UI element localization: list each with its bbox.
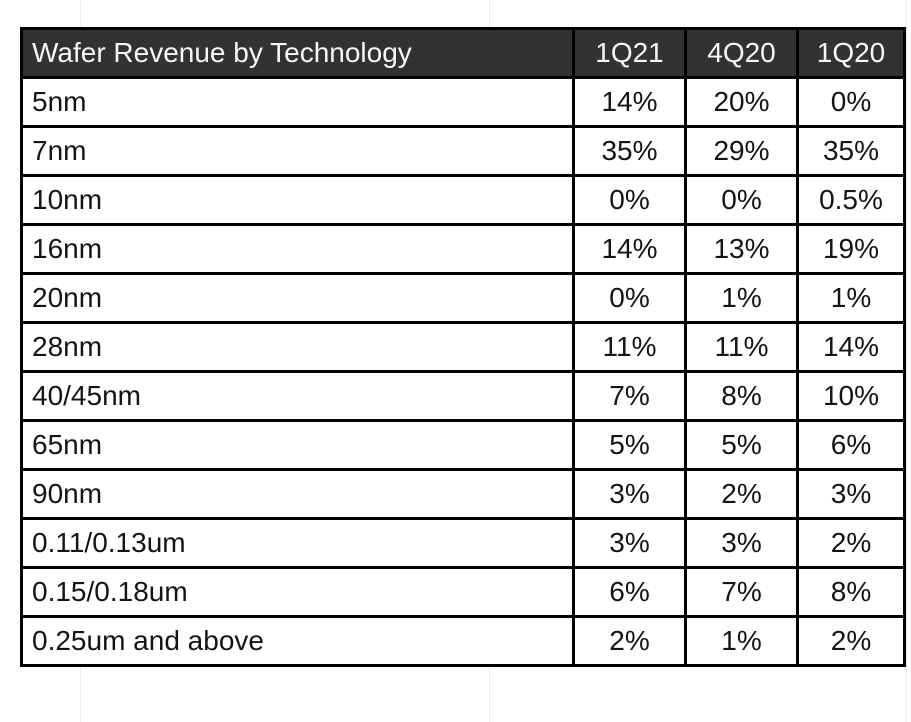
cell-value: 10% [796,370,906,422]
column-header-1q20: 1Q20 [796,27,906,79]
cell-value: 3% [684,517,799,569]
cell-value: 0% [684,174,799,226]
cell-value: 0% [572,174,687,226]
table-row: 28nm 11% 11% 14% [20,321,906,373]
cell-value: 11% [572,321,687,373]
table-row: 20nm 0% 1% 1% [20,272,906,324]
cell-value: 3% [572,468,687,520]
table-header-row: Wafer Revenue by Technology 1Q21 4Q20 1Q… [20,27,906,79]
column-header-1q21: 1Q21 [572,27,687,79]
cell-value: 20% [684,76,799,128]
table-row: 5nm 14% 20% 0% [20,76,906,128]
table-row: 0.15/0.18um 6% 7% 8% [20,566,906,618]
cell-value: 0% [572,272,687,324]
cell-value: 8% [684,370,799,422]
cell-value: 14% [572,223,687,275]
cell-value: 8% [796,566,906,618]
spreadsheet-gridline [906,0,907,722]
cell-value: 0.5% [796,174,906,226]
table-row: 0.11/0.13um 3% 3% 2% [20,517,906,569]
cell-value: 7% [572,370,687,422]
cell-value: 13% [684,223,799,275]
row-label: 28nm [20,321,575,373]
row-label: 0.25um and above [20,615,575,667]
cell-value: 35% [796,125,906,177]
row-label: 5nm [20,76,575,128]
row-label: 90nm [20,468,575,520]
row-label: 10nm [20,174,575,226]
cell-value: 0% [796,76,906,128]
row-label: 16nm [20,223,575,275]
cell-value: 29% [684,125,799,177]
cell-value: 5% [684,419,799,471]
table-row: 0.25um and above 2% 1% 2% [20,615,906,667]
row-label: 20nm [20,272,575,324]
row-label: 7nm [20,125,575,177]
table-title: Wafer Revenue by Technology [20,27,575,79]
table-row: 7nm 35% 29% 35% [20,125,906,177]
cell-value: 19% [796,223,906,275]
cell-value: 1% [684,615,799,667]
cell-value: 14% [796,321,906,373]
table-row: 65nm 5% 5% 6% [20,419,906,471]
row-label: 40/45nm [20,370,575,422]
table-row: 90nm 3% 2% 3% [20,468,906,520]
cell-value: 2% [796,517,906,569]
wafer-revenue-table: Wafer Revenue by Technology 1Q21 4Q20 1Q… [20,27,906,667]
cell-value: 2% [684,468,799,520]
cell-value: 11% [684,321,799,373]
table-row: 40/45nm 7% 8% 10% [20,370,906,422]
cell-value: 6% [572,566,687,618]
row-label: 65nm [20,419,575,471]
table-row: 16nm 14% 13% 19% [20,223,906,275]
cell-value: 1% [796,272,906,324]
cell-value: 2% [572,615,687,667]
cell-value: 1% [684,272,799,324]
row-label: 0.15/0.18um [20,566,575,618]
wafer-revenue-table-container: Wafer Revenue by Technology 1Q21 4Q20 1Q… [20,27,906,667]
cell-value: 14% [572,76,687,128]
cell-value: 35% [572,125,687,177]
cell-value: 7% [684,566,799,618]
cell-value: 3% [796,468,906,520]
row-label: 0.11/0.13um [20,517,575,569]
cell-value: 6% [796,419,906,471]
table-row: 10nm 0% 0% 0.5% [20,174,906,226]
cell-value: 3% [572,517,687,569]
cell-value: 5% [572,419,687,471]
column-header-4q20: 4Q20 [684,27,799,79]
cell-value: 2% [796,615,906,667]
